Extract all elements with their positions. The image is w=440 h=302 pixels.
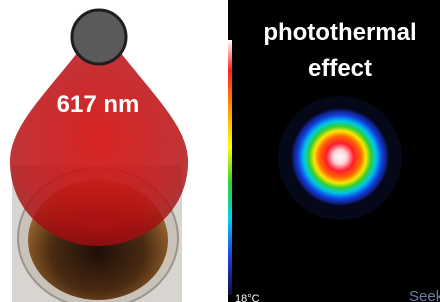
brand-label: Seek [409, 288, 440, 302]
color-scale [228, 40, 232, 295]
led-source [72, 10, 126, 64]
page: 617 nm photothermal effect 18°C Seek (()… [0, 0, 440, 302]
temperature-label: 18°C [235, 293, 260, 302]
figure: 617 nm photothermal effect 18°C Seek [0, 0, 440, 302]
right-panel: photothermal effect 18°C Seek [228, 0, 440, 302]
title-line: photothermal [263, 19, 416, 46]
wavelength-label: 617 nm [57, 91, 140, 118]
left-panel: 617 nm [10, 10, 188, 302]
heat-spot [290, 107, 390, 207]
title-line: effect [308, 55, 372, 82]
light-cone [10, 52, 188, 246]
